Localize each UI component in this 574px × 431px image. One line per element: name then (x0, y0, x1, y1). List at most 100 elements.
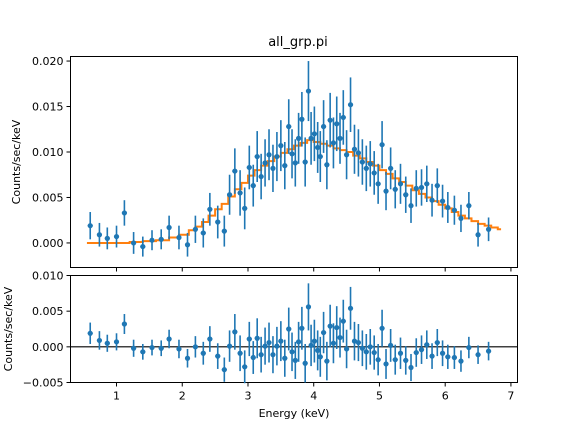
spectrum-point (347, 102, 354, 108)
spectrum-point (383, 188, 389, 194)
spectrum-point (403, 192, 409, 198)
spectrum-point (305, 88, 312, 94)
spectrum-point (315, 144, 321, 151)
residual-point (242, 364, 248, 370)
residual-point (392, 357, 398, 363)
spectrum-point (351, 146, 358, 152)
spectrum-point (485, 226, 492, 232)
spectrum-point (289, 151, 295, 157)
residuals-y-axis-label: Counts/sec/keV (2, 286, 15, 371)
spectrum-point (278, 143, 284, 149)
residual-point (458, 358, 464, 364)
spectrum-point (207, 206, 213, 212)
residual-point (324, 358, 330, 364)
model-step-line (86, 139, 502, 244)
spectrum-point (221, 228, 227, 234)
residual-point (434, 339, 440, 346)
spectrum-point (424, 181, 430, 187)
spectrum-point (242, 205, 248, 211)
spectrum-point (343, 152, 350, 158)
spectrum-point (166, 224, 172, 231)
residual-point (347, 305, 354, 311)
spectrum-point (311, 131, 317, 137)
x-tick-label: 3 (244, 390, 251, 403)
residual-point (355, 339, 362, 346)
spectrum-point (140, 243, 146, 250)
residual-point (359, 345, 365, 351)
spectrum-frame (70, 56, 518, 268)
residual-point (418, 347, 425, 353)
residual-point (334, 324, 340, 331)
y-tick-label: 0.000 (32, 341, 64, 354)
residual-point (237, 350, 243, 356)
spectrum-point (237, 190, 243, 196)
spectrum-point (113, 233, 120, 240)
spectrum-point (458, 215, 464, 221)
spectrum-point (299, 116, 305, 122)
spectrum-point (451, 207, 457, 213)
y-tick-label: 0.020 (32, 55, 64, 68)
spectrum-point (87, 223, 93, 229)
residual-point (466, 344, 472, 351)
residual-point (246, 336, 252, 342)
spectrum-point (371, 170, 377, 176)
residual-point (388, 342, 394, 349)
spectrum-point (286, 123, 292, 130)
residual-point (305, 304, 312, 310)
residual-point (475, 352, 481, 358)
spectrum-point (334, 121, 340, 127)
spectrum-point (262, 160, 268, 166)
spectrum-point (340, 114, 346, 121)
residual-point (330, 340, 337, 346)
residual-point (320, 329, 327, 336)
spectrum-point (397, 181, 404, 187)
residual-point (308, 342, 314, 349)
residual-point (221, 367, 227, 373)
y-tick-label: −0.005 (23, 377, 64, 390)
spectrum-point (96, 232, 103, 238)
x-tick-label: 4 (310, 390, 317, 403)
y-tick-label: 0.010 (32, 270, 64, 283)
y-tick-label: 0.005 (32, 191, 64, 204)
residual-point (343, 346, 350, 352)
spectrum-point (429, 197, 435, 203)
spectrum-point (439, 198, 446, 204)
residual-point (363, 349, 369, 355)
spectrum-point (200, 230, 206, 236)
residuals-x-ticks: 1 2 3 4 5 6 7 (113, 382, 514, 403)
residual-point (296, 339, 302, 345)
x-axis-label: Energy (keV) (259, 407, 330, 420)
residual-point (176, 346, 182, 352)
residual-point (439, 350, 446, 356)
spectrum-point (324, 162, 330, 168)
spectrum-point (246, 164, 252, 171)
residual-point (292, 357, 298, 363)
spectrum-point (308, 135, 314, 141)
residual-point (104, 340, 110, 346)
spectrum-point (131, 240, 137, 246)
y-tick-label: 0.000 (32, 237, 64, 250)
residual-point (192, 344, 198, 350)
spectrum-point (226, 192, 233, 198)
spectrum-point (282, 163, 288, 169)
spectrum-data-points (87, 61, 492, 257)
spectrum-point (363, 165, 369, 171)
spectrum-point (302, 159, 308, 165)
residuals-frame (70, 275, 518, 383)
spectrum-point (176, 234, 182, 241)
residual-point (266, 339, 272, 346)
residual-point (270, 352, 276, 358)
residual-point (429, 353, 435, 359)
spectrum-point (292, 160, 298, 166)
residual-point (315, 347, 321, 353)
spectrum-point (379, 142, 385, 148)
residual-point (383, 361, 389, 367)
spectrum-point (434, 183, 440, 189)
residual-point (337, 334, 343, 341)
residual-point (140, 349, 146, 355)
spectrum-point (121, 210, 128, 216)
spectrum-point (104, 235, 110, 241)
residual-point (258, 352, 264, 358)
residual-point (408, 364, 414, 371)
residual-point (485, 348, 492, 354)
